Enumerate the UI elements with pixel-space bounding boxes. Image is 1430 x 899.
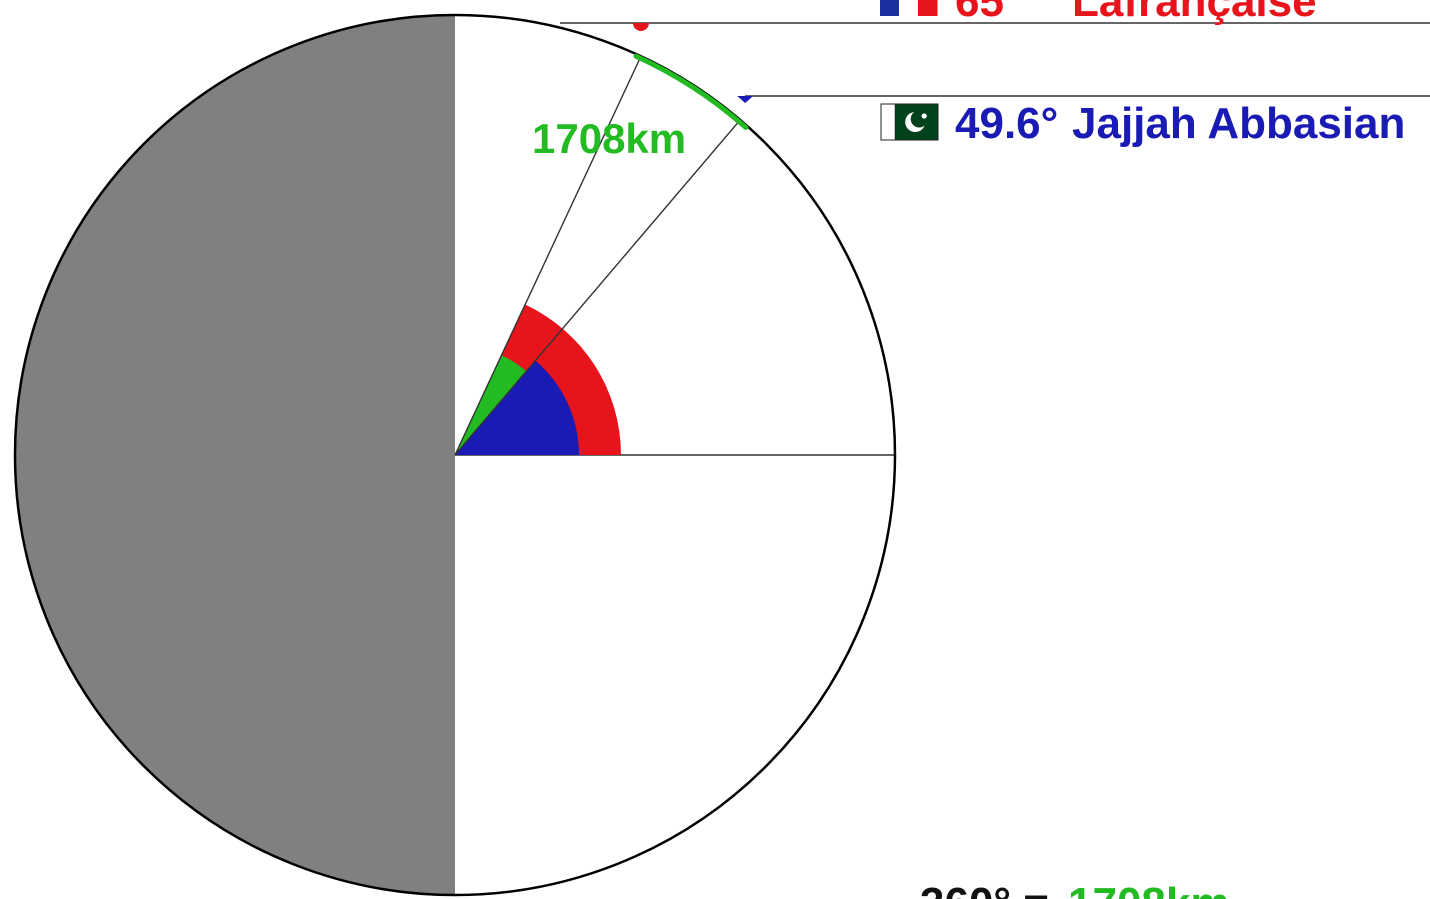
angle-wedge-difference [455,355,527,455]
place-label-jajjah-abbasian: Jajjah Abbasian [1072,99,1405,148]
surface-arc [633,53,749,130]
equation-degrees: 360° = [920,879,1049,899]
equation-distance: 1708km [1068,879,1229,899]
ray-lafrancaise [454,55,642,456]
pakistan-flag [880,103,939,141]
arc-distance-label: 1708km [532,115,686,162]
star-icon [921,113,927,119]
ray-jajjah-abbasian [454,119,741,456]
flag-stripe [918,0,938,16]
globe-outline [13,13,897,897]
crescent-cut [910,110,928,128]
marker-jajjah-abbasian [737,96,754,103]
night-half [15,15,456,895]
flag-stripe [899,0,919,16]
angle-wedge-jajjah-abbasian [455,360,579,455]
france-flag [880,0,938,16]
flag-hoist [880,103,896,141]
flag-stripe [880,0,900,16]
place-label-lafrancaise: Lafrançaise [1072,0,1317,26]
angle-label-jajjah-abbasian: 49.6° [955,99,1058,148]
angle-label-lafrancaise: 65° [955,0,1022,26]
marker-lafrancaise [632,23,649,31]
